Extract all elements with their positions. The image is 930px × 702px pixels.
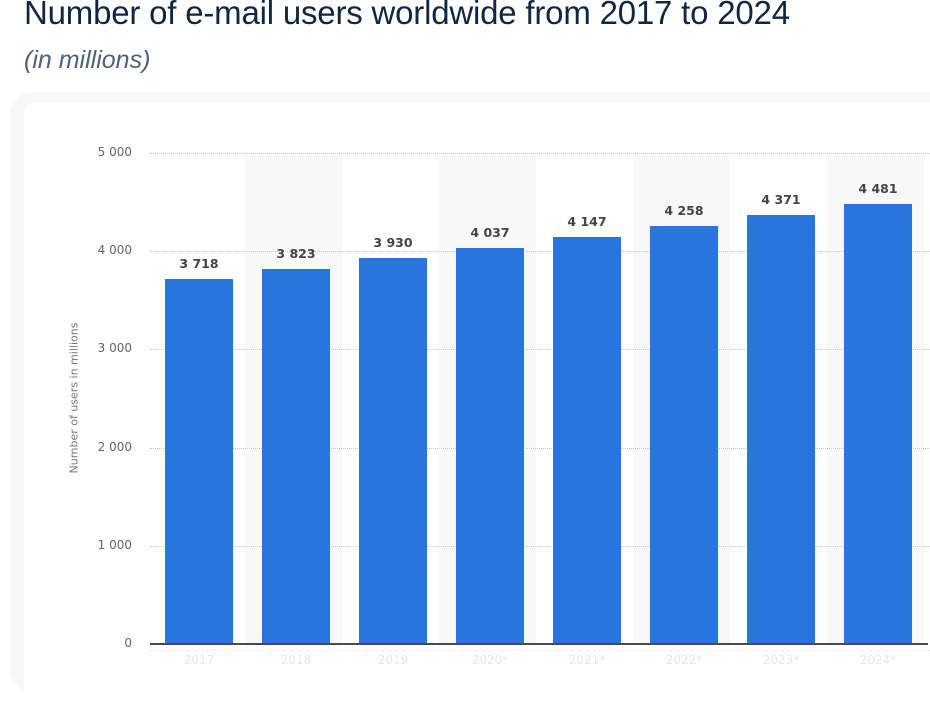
y-tick-label: 3 000	[97, 341, 132, 355]
bar[interactable]	[650, 226, 718, 644]
bar-value-label: 4 147	[567, 214, 607, 229]
bar[interactable]	[747, 215, 815, 644]
x-tick-label: 2019	[377, 653, 409, 667]
gridline	[150, 251, 930, 252]
y-tick-label: 2 000	[97, 440, 132, 454]
bar[interactable]	[262, 269, 330, 644]
x-tick-label: 2020*	[471, 653, 509, 667]
bar-value-label: 4 258	[664, 203, 704, 218]
x-tick-label: 2017	[183, 653, 215, 667]
x-tick-label: 2024*	[859, 653, 897, 667]
bar-value-label: 4 371	[761, 192, 801, 207]
bar-value-label: 4 037	[470, 225, 510, 240]
gridline	[150, 546, 930, 547]
bar-value-label: 3 718	[179, 256, 219, 271]
x-tick-label: 2018	[280, 653, 312, 667]
bar-value-label: 3 930	[373, 235, 413, 250]
divider	[150, 650, 930, 651]
gridline	[150, 349, 930, 350]
y-tick-label: 1 000	[97, 538, 132, 552]
x-tick-label: 2023*	[762, 653, 800, 667]
y-tick-label: 0	[124, 636, 132, 650]
x-axis-line	[150, 643, 928, 645]
gridline	[150, 153, 930, 154]
chart-subtitle: (in millions)	[24, 46, 151, 74]
bar-value-label: 3 823	[276, 246, 316, 261]
bar[interactable]	[165, 279, 233, 644]
chart-title: Number of e-mail users worldwide from 20…	[24, 0, 790, 31]
x-tick-label: 2022*	[665, 653, 703, 667]
x-tick-label: 2021*	[568, 653, 606, 667]
y-tick-label: 5 000	[97, 145, 132, 159]
bar[interactable]	[844, 204, 912, 644]
bar[interactable]	[456, 248, 524, 644]
bar[interactable]	[553, 237, 621, 644]
bar-value-label: 4 481	[858, 181, 898, 196]
bar[interactable]	[359, 258, 427, 644]
y-tick-label: 4 000	[97, 243, 132, 257]
gridline	[150, 448, 930, 449]
